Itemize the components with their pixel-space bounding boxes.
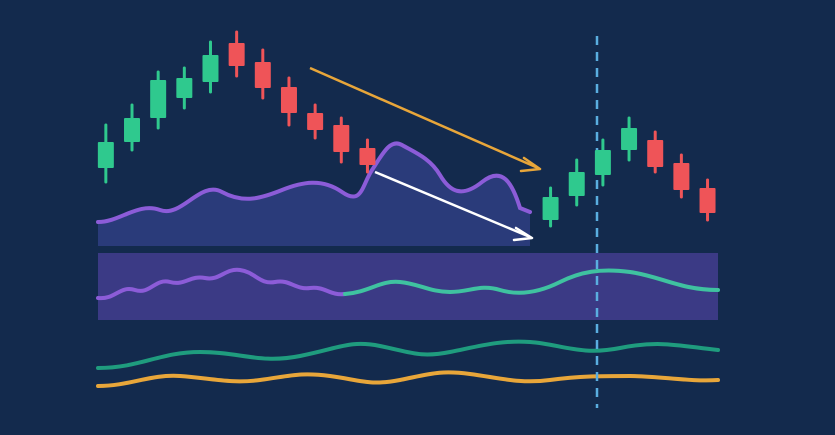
oscillator-band	[98, 253, 718, 320]
candle-body	[97, 142, 114, 168]
candles	[97, 30, 716, 228]
candle-body	[280, 87, 297, 113]
candle-body	[621, 128, 638, 150]
candle-body	[333, 125, 350, 152]
candle-body	[542, 197, 559, 220]
candle-body	[124, 118, 141, 142]
lower-line-orange	[96, 370, 720, 388]
candle-body	[176, 78, 193, 98]
candle-body	[307, 113, 324, 130]
candle-body	[647, 140, 664, 167]
trend-arrow-head	[519, 156, 542, 173]
trend-arrow-head	[512, 226, 534, 242]
candle-body	[568, 172, 585, 196]
lower-line-teal	[96, 339, 720, 370]
oscillator-line-purple	[96, 267, 347, 301]
candle-body	[673, 163, 690, 190]
candle-body	[699, 188, 716, 213]
oscillator-line-teal	[343, 268, 720, 296]
candle-body	[254, 62, 271, 88]
trend-arrow	[309, 66, 539, 170]
candle-body	[202, 55, 219, 82]
candle-body	[359, 148, 376, 165]
indicator-line	[96, 141, 532, 224]
candle-body	[228, 43, 245, 66]
candle-body	[594, 150, 611, 175]
candle-body	[150, 80, 167, 118]
trend-arrow	[374, 170, 531, 239]
indicator-area	[98, 143, 530, 246]
